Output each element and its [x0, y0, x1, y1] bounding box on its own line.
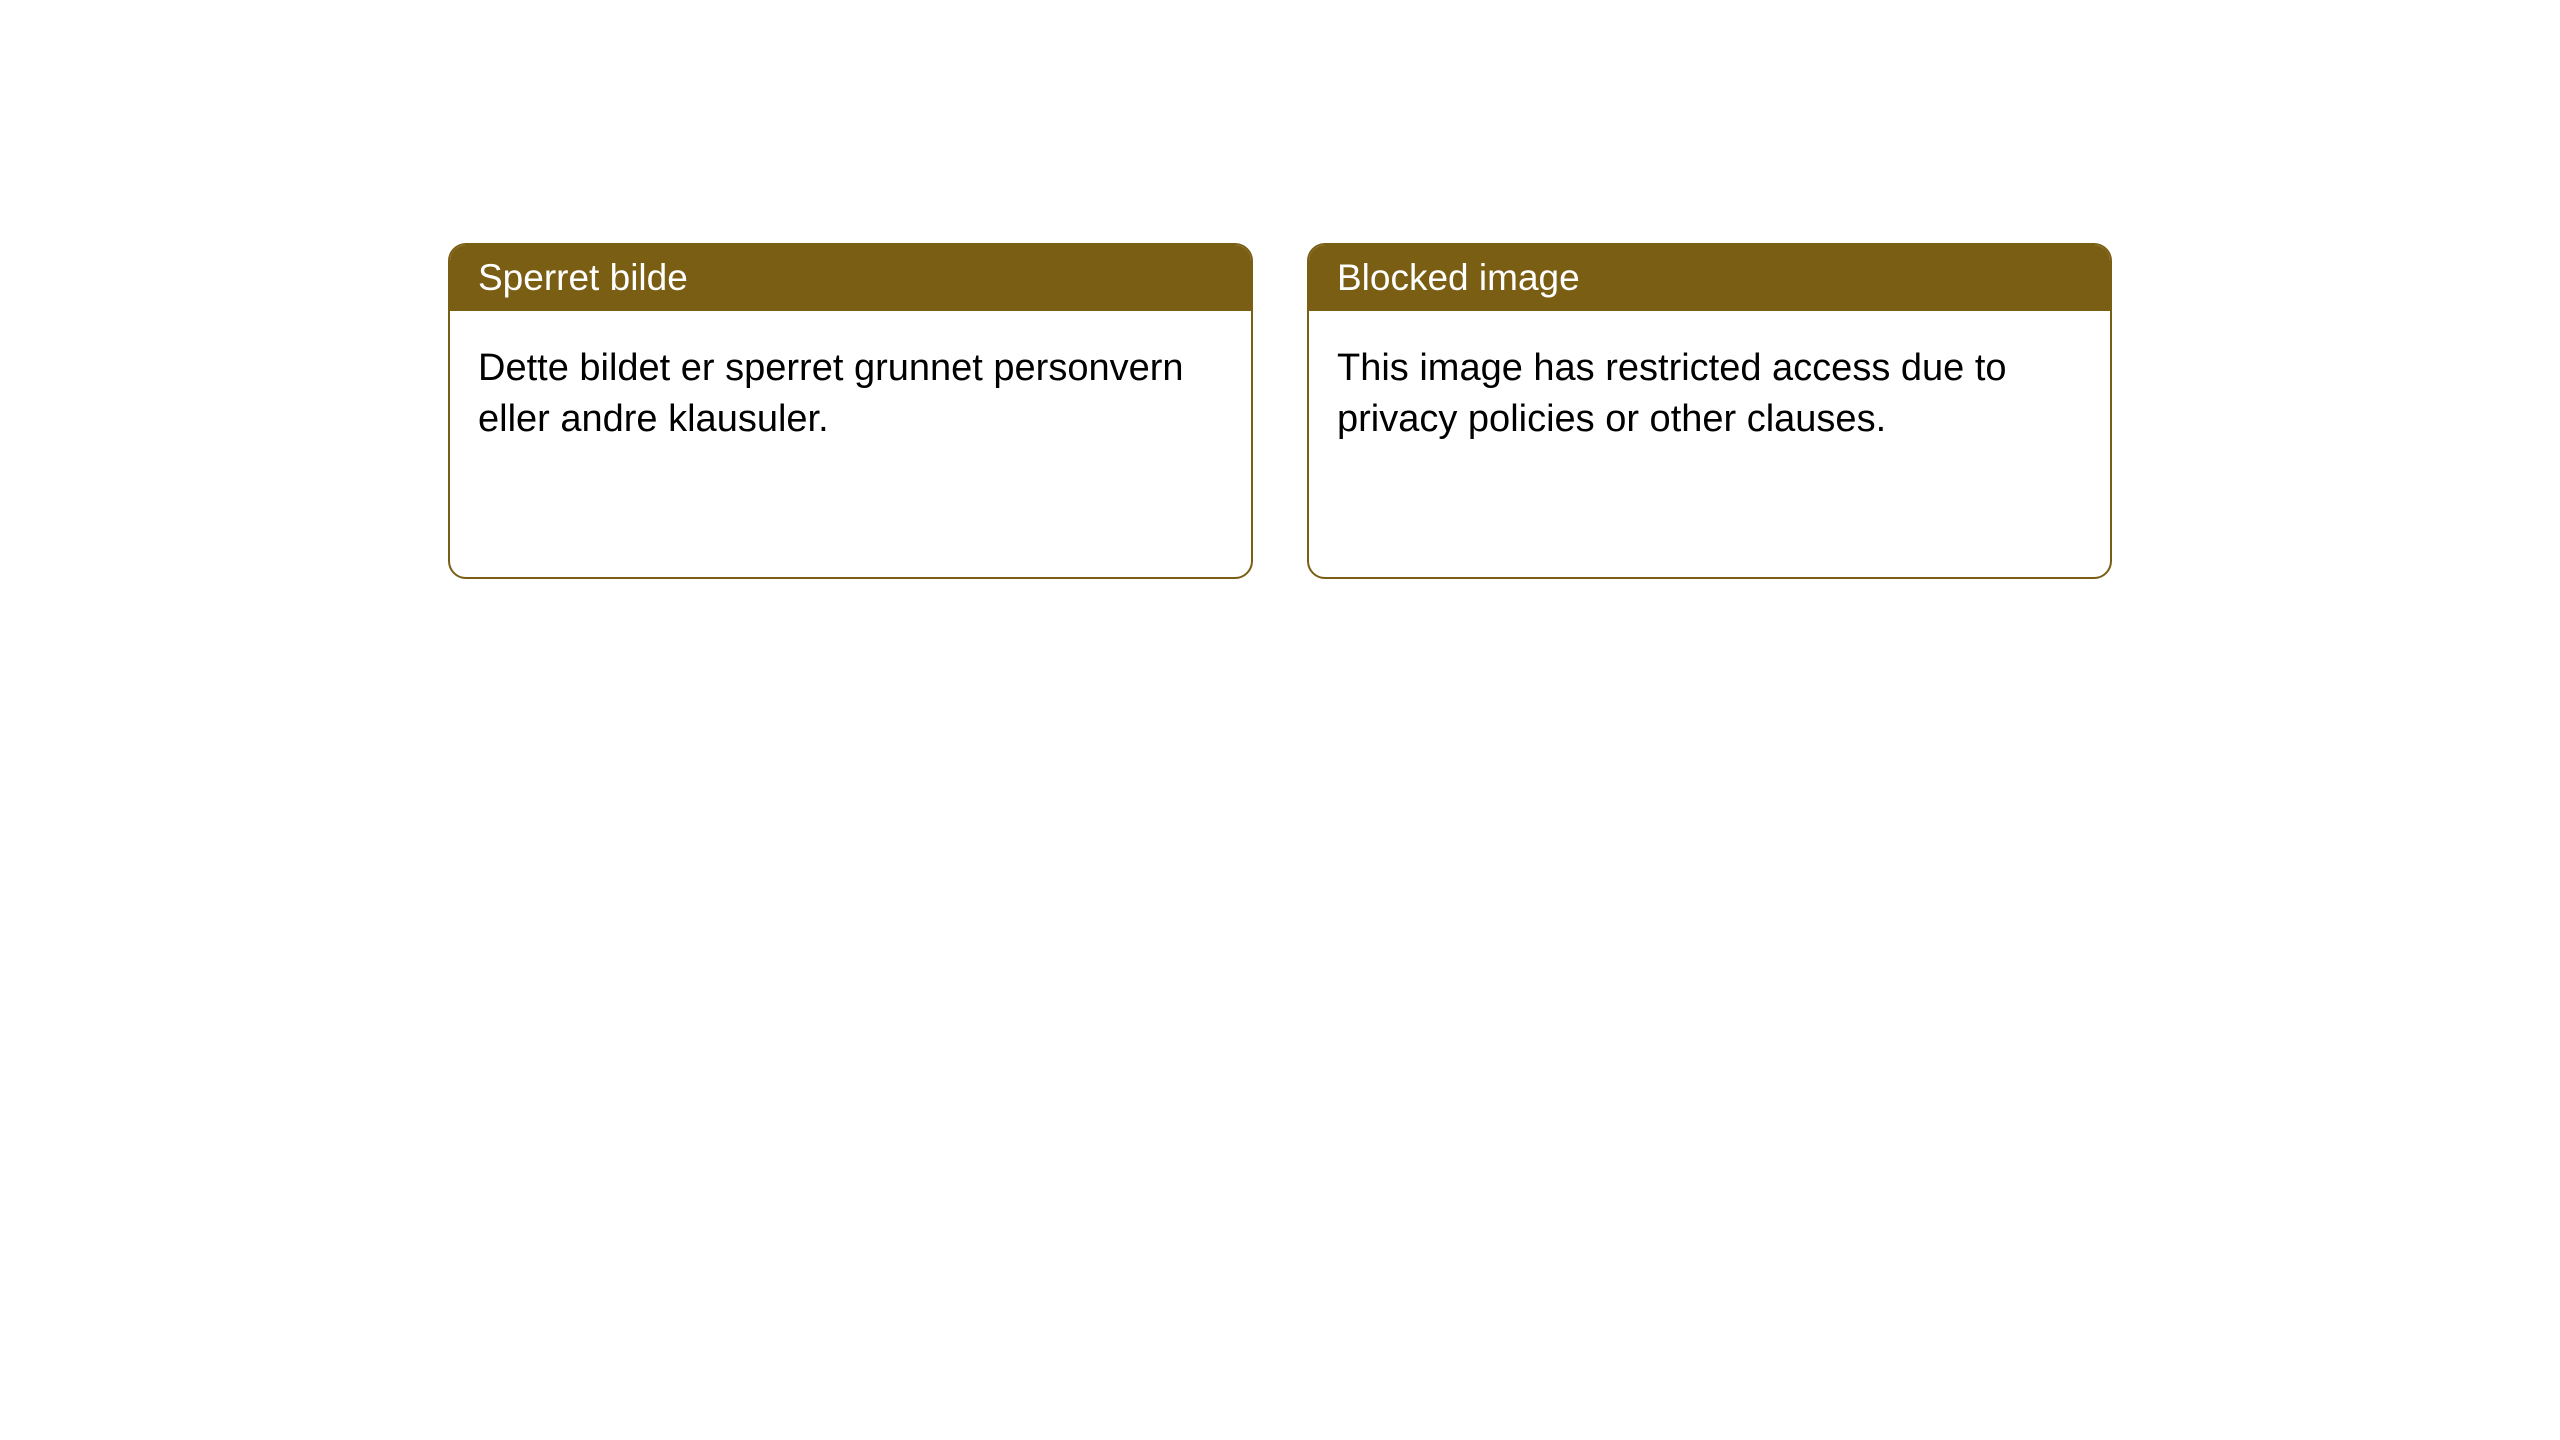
card-title: Sperret bilde: [478, 257, 688, 298]
notice-card-norwegian: Sperret bilde Dette bildet er sperret gr…: [448, 243, 1253, 579]
card-header: Sperret bilde: [450, 245, 1251, 311]
card-body: This image has restricted access due to …: [1309, 311, 2110, 478]
card-body-text: Dette bildet er sperret grunnet personve…: [478, 347, 1184, 440]
card-body: Dette bildet er sperret grunnet personve…: [450, 311, 1251, 478]
notice-card-english: Blocked image This image has restricted …: [1307, 243, 2112, 579]
card-header: Blocked image: [1309, 245, 2110, 311]
card-body-text: This image has restricted access due to …: [1337, 347, 2007, 440]
card-title: Blocked image: [1337, 257, 1580, 298]
notice-cards-container: Sperret bilde Dette bildet er sperret gr…: [448, 243, 2112, 1440]
